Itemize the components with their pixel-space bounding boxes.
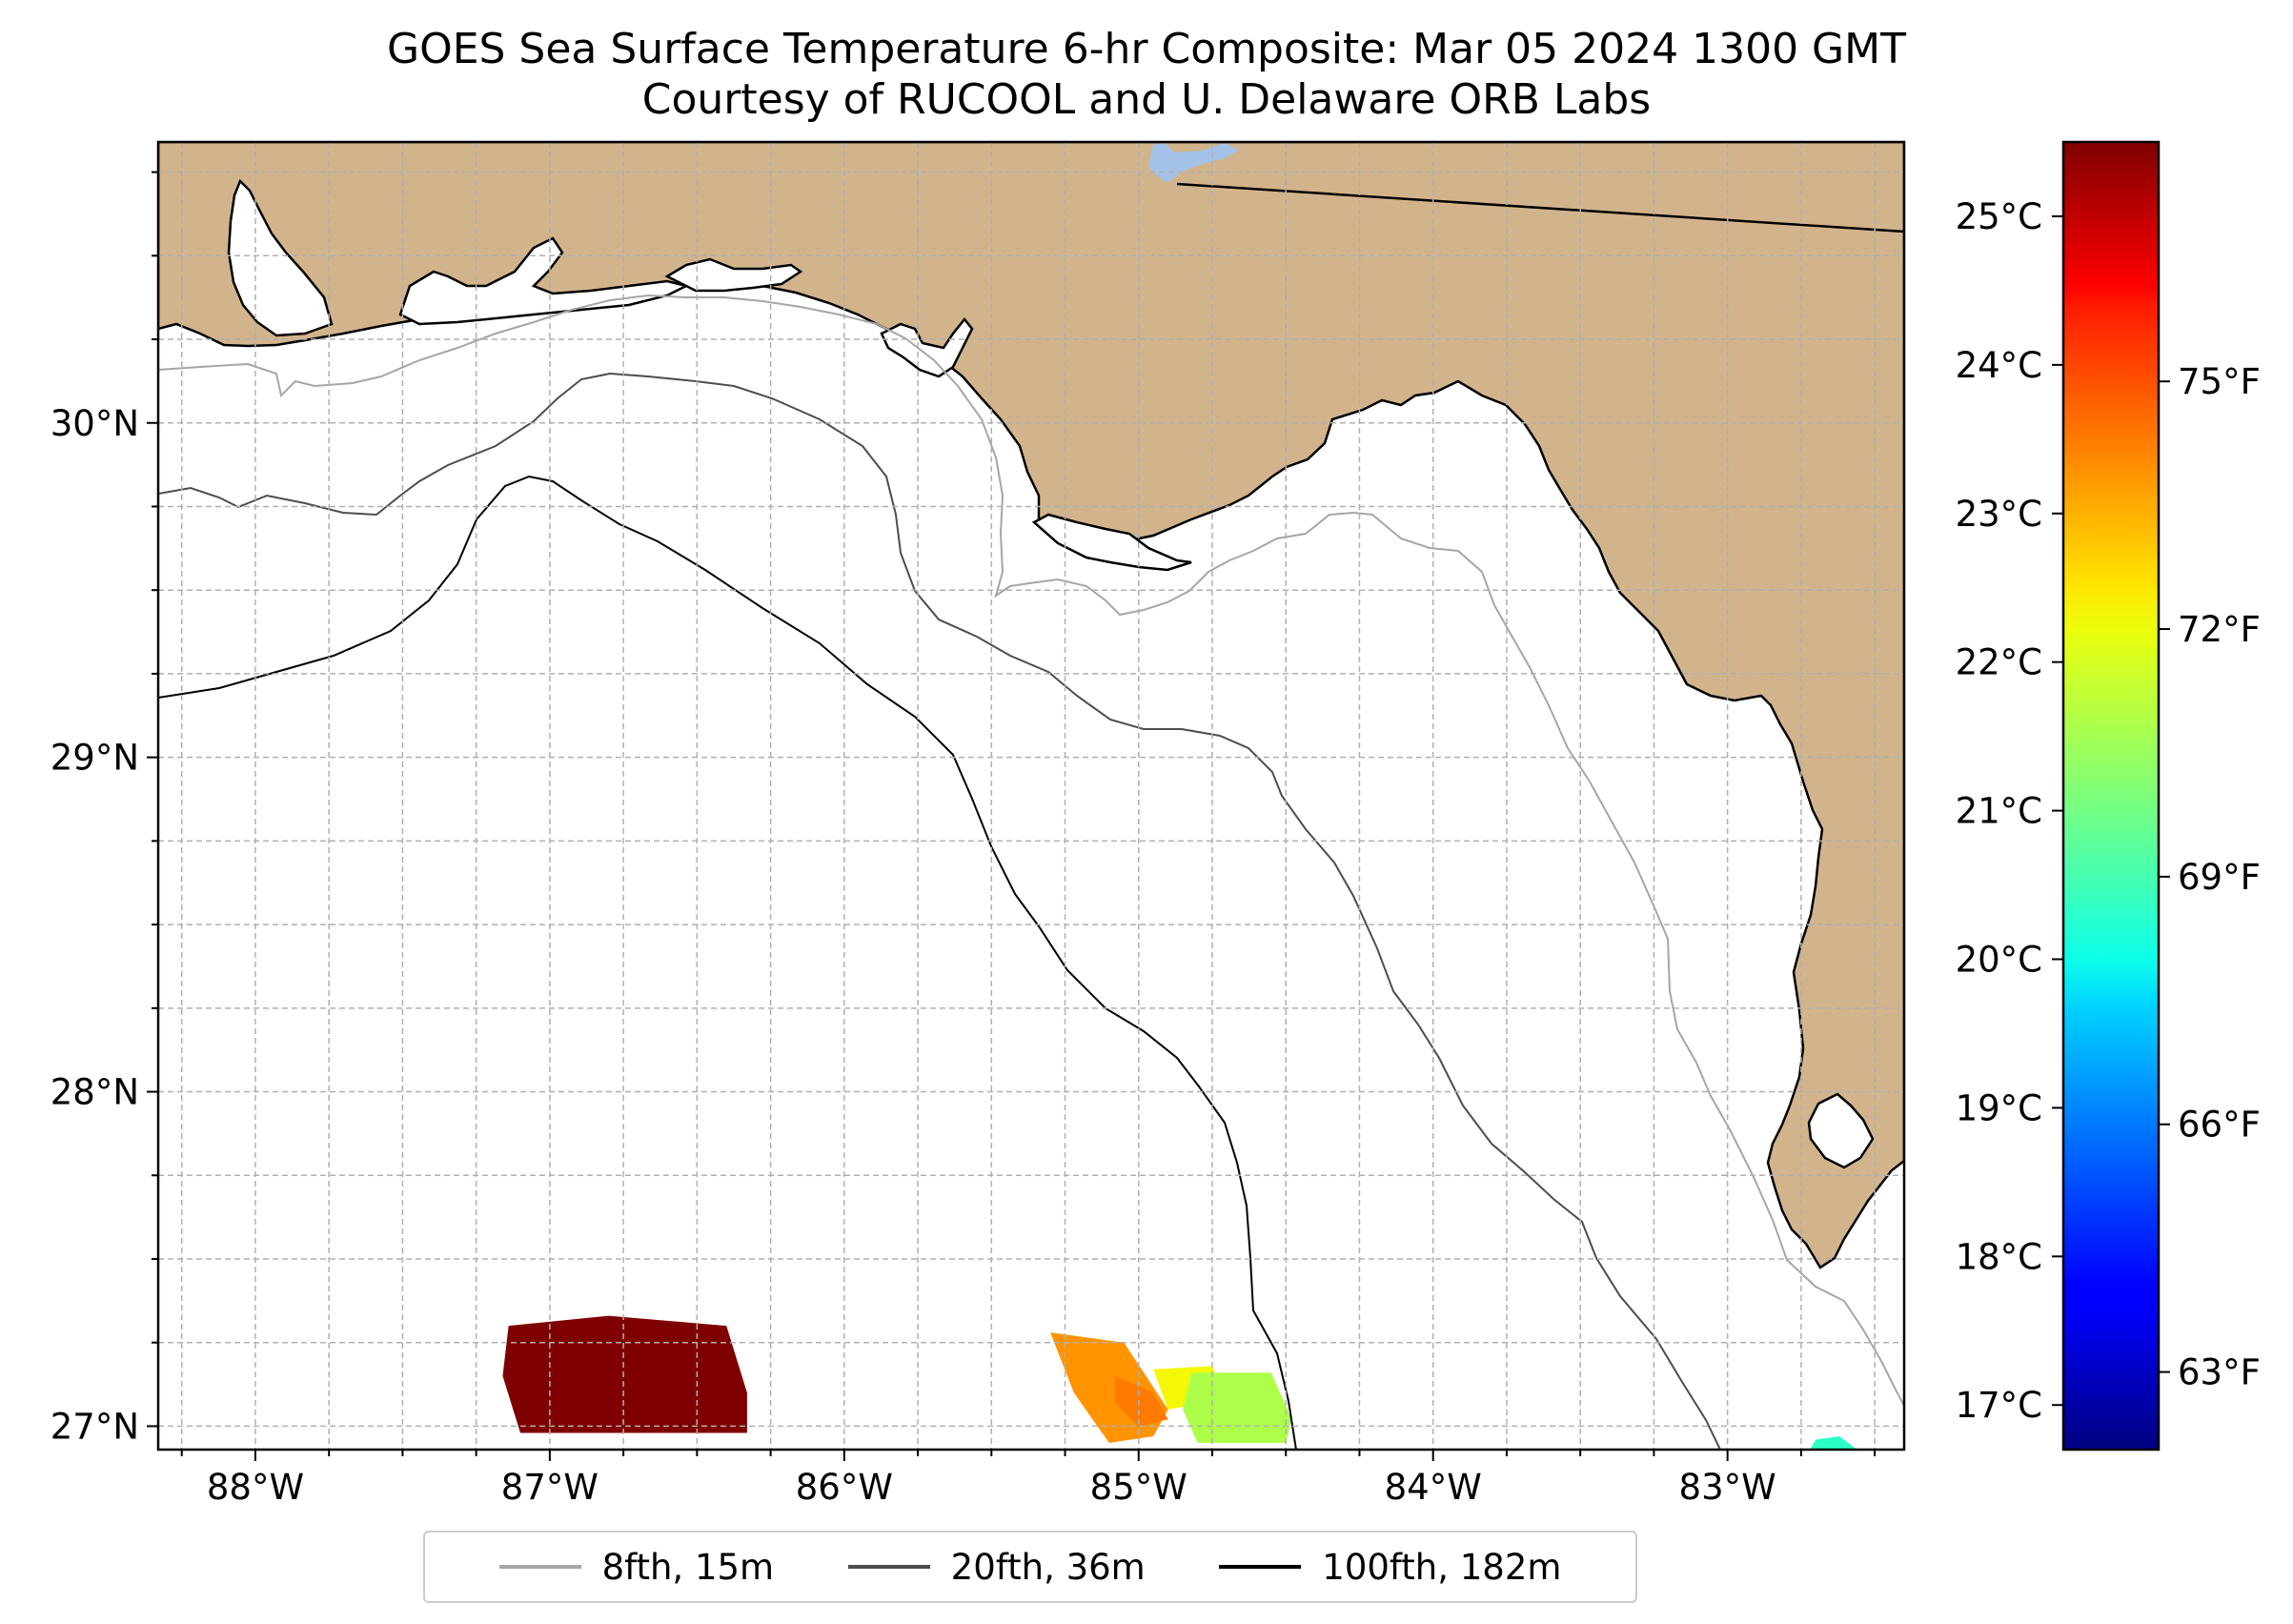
tampa-bay	[1807, 1092, 1875, 1169]
isobath-8fth-15m	[158, 294, 1904, 1407]
chart-subtitle: Courtesy of RUCOOL and U. Delaware ORB L…	[641, 75, 1652, 124]
sst-patch-southeast	[1810, 1435, 1857, 1450]
lon-tick-label: 84°W	[1385, 1467, 1482, 1508]
legend-swatch-8fth	[498, 1565, 581, 1569]
colorbar-c-label: 18°C	[1956, 1236, 2042, 1277]
colorbar-ticks: 17°C 18°C 19°C 20°C 21°C 22°C 23°C 24°C 25°C 63°F…	[1956, 196, 2261, 1426]
lat-tick-label: 27°N	[51, 1406, 139, 1447]
lat-tick-label: 30°N	[51, 403, 139, 444]
lon-tick-label: 85°W	[1090, 1467, 1187, 1508]
legend-label-20fth: 20fth, 36m	[950, 1546, 1146, 1588]
apalachicola-bay	[1031, 513, 1192, 572]
sst-patch-central-core	[1115, 1375, 1168, 1427]
colorbar-f-label: 66°F	[2178, 1105, 2261, 1146]
colorbar-c-label: 19°C	[1956, 1087, 2042, 1128]
legend-entry-8fth: 8fth, 15m	[498, 1546, 775, 1588]
legend-label-100fth: 100fth, 182m	[1322, 1546, 1562, 1588]
legend-label-8fth: 8fth, 15m	[601, 1546, 775, 1588]
mobile-bay	[227, 178, 334, 337]
colorbar-c-label: 21°C	[1956, 791, 2042, 832]
colorbar-c-label: 22°C	[1956, 642, 2042, 683]
colorbar	[2061, 140, 2161, 1451]
choctawhatchee-bay	[664, 257, 803, 293]
colorbar-f-label: 63°F	[2178, 1352, 2261, 1393]
grid-layer	[158, 142, 1904, 1450]
colorbar-c-label: 25°C	[1956, 196, 2042, 237]
map-frame	[156, 140, 1906, 1451]
isobath-100fth-182m	[158, 475, 1297, 1450]
colorbar-f-label: 75°F	[2178, 361, 2261, 402]
legend-swatch-100fth	[1219, 1565, 1302, 1569]
state-border	[1176, 182, 1904, 233]
colorbar-c-label: 23°C	[1956, 494, 2042, 535]
isobath-legend: 8fth, 15m 20fth, 36m 100fth, 182m	[423, 1531, 1637, 1603]
sst-layer	[502, 1315, 1857, 1450]
chart-title: GOES Sea Surface Temperature 6-hr Compos…	[386, 25, 1906, 73]
lon-tick-label: 83°W	[1679, 1467, 1776, 1508]
pensacola-bay	[398, 236, 690, 326]
sst-patch-east	[1183, 1372, 1292, 1443]
legend-swatch-20fth	[847, 1565, 930, 1569]
inland-lake	[1148, 143, 1239, 183]
axis-layer: 88°W 87°W 86°W 85°W 84°W 83°W 27°N 28°N 29°N 30°N	[51, 171, 1877, 1508]
lon-tick-label: 88°W	[207, 1467, 304, 1508]
legend-entry-100fth: 100fth, 182m	[1219, 1547, 1561, 1588]
isobath-20fth-36m	[158, 372, 1721, 1450]
lat-tick-label: 28°N	[51, 1072, 139, 1113]
lat-tick-label: 29°N	[51, 738, 139, 779]
colorbar-f-label: 72°F	[2178, 609, 2261, 650]
sst-patch-west	[502, 1315, 747, 1433]
colorbar-c-label: 20°C	[1956, 940, 2042, 981]
colorbar-c-label: 17°C	[1956, 1385, 2042, 1426]
legend-entry-20fth: 20fth, 36m	[847, 1546, 1146, 1588]
lon-tick-label: 86°W	[796, 1467, 893, 1508]
colorbar-f-label: 69°F	[2178, 857, 2261, 898]
colorbar-c-label: 24°C	[1956, 345, 2042, 386]
lon-tick-label: 87°W	[501, 1467, 599, 1508]
